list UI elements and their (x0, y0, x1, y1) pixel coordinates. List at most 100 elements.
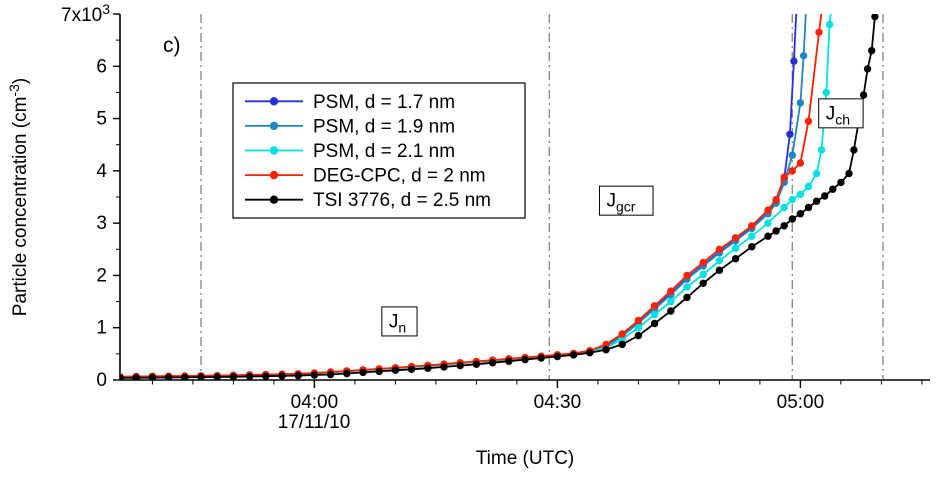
data-point-marker (586, 349, 594, 357)
data-point-marker (845, 169, 853, 178)
data-point-marker (731, 234, 740, 242)
data-point-marker (650, 310, 659, 319)
data-point-marker (804, 182, 813, 191)
data-point-marker (488, 359, 497, 367)
data-point-marker (343, 369, 351, 378)
data-point-marker (440, 363, 448, 371)
data-point-marker (788, 215, 796, 223)
data-point-marker (796, 190, 805, 199)
data-point-marker (456, 361, 464, 370)
data-point-marker (859, 91, 868, 99)
data-point-marker (667, 307, 675, 315)
legend-marker-sample (269, 146, 279, 155)
data-point-marker (602, 346, 610, 354)
legend-marker-sample (269, 170, 279, 180)
y-axis-title: Particle concentration (cm-3) (6, 78, 31, 316)
legend-label: DEG-CPC, d = 2 nm (313, 166, 486, 187)
data-point-marker (537, 354, 545, 362)
data-point-marker (683, 293, 691, 302)
y-tick-label: 1 (96, 318, 107, 339)
data-point-marker (780, 173, 788, 181)
data-point-marker (715, 266, 724, 274)
data-point-marker (772, 195, 780, 204)
legend: PSM, d = 1.7 nm PSM, d = 1.9 nm PSM, d = 2… (232, 82, 526, 219)
data-point-marker (822, 88, 830, 97)
data-point-marker (618, 335, 626, 343)
data-point-marker (618, 340, 626, 349)
data-point-marker (715, 245, 724, 253)
series-tsi-3776-d-2.5-nm (120, 14, 879, 380)
y-axis-exponent-label: 7x103 (61, 1, 110, 26)
data-point-marker (780, 203, 788, 212)
legend-entry-3: PSM, d = 2.1 nm (245, 141, 455, 162)
legend-marker-sample (269, 97, 279, 106)
annotation-box (818, 98, 864, 129)
data-point-marker (837, 178, 845, 187)
data-point-marker (796, 99, 805, 107)
data-point-marker (120, 374, 124, 380)
data-point-marker (764, 219, 772, 227)
data-point-marker (825, 20, 834, 29)
data-point-marker (812, 197, 821, 205)
data-point-marker (731, 255, 740, 263)
data-point-marker (829, 185, 837, 193)
annotation-box (598, 185, 654, 216)
data-point-marker (245, 372, 254, 380)
annotations-layer: Jn Jgcr Jch (381, 98, 864, 337)
legend-entry-1: PSM, d = 1.7 nm (245, 92, 455, 113)
data-point-marker (715, 257, 724, 265)
data-point-marker (472, 360, 481, 368)
legend-entry-2: PSM, d = 1.9 nm (245, 116, 455, 137)
data-point-marker (786, 130, 794, 138)
data-point-marker (790, 57, 798, 65)
data-point-marker (804, 117, 813, 125)
data-point-marker (850, 146, 858, 154)
y-tick-label: 2 (96, 265, 107, 286)
data-point-marker (407, 365, 416, 373)
data-point-marker (213, 373, 221, 380)
data-point-marker (650, 319, 659, 328)
data-point-marker (748, 232, 756, 240)
data-point-marker (699, 258, 707, 267)
data-point-marker (799, 52, 808, 60)
y-tick-label: 0 (96, 370, 107, 391)
x-axis-date-label: 17/11/10 (278, 412, 351, 433)
data-point-marker (804, 203, 813, 212)
data-point-marker (634, 316, 643, 325)
data-point-marker (618, 330, 626, 338)
data-point-marker (748, 222, 756, 230)
data-point-marker (553, 352, 562, 361)
data-point-marker (602, 340, 610, 349)
data-point-marker (796, 210, 805, 218)
data-point-marker (650, 302, 659, 310)
annotation-text: Jch (826, 103, 850, 127)
data-point-marker (634, 331, 643, 340)
data-point-marker (229, 373, 238, 380)
data-point-marker (796, 159, 805, 167)
data-point-marker (748, 243, 756, 251)
annotation-Jch: Jch (818, 98, 864, 129)
data-point-marker (132, 374, 140, 380)
x-tick-label: 04:30 (534, 392, 582, 413)
axes: 04:00 04:30 05:00 0 1 2 3 4 5 6 (96, 13, 930, 413)
data-point-marker (788, 151, 796, 159)
data-point-marker (359, 368, 367, 377)
data-point-marker (278, 372, 286, 380)
legend-label: PSM, d = 1.9 nm (313, 116, 455, 137)
x-tick-label: 04:00 (291, 392, 339, 413)
data-point-marker (375, 367, 383, 376)
legend-label: PSM, d = 1.7 nm (313, 92, 455, 113)
data-point-marker (683, 283, 691, 291)
annotation-Jn: Jn (381, 306, 418, 337)
data-point-marker (569, 351, 578, 359)
data-point-marker (521, 355, 529, 364)
legend-entry-5: TSI 3776, d = 2.5 nm (245, 190, 491, 211)
data-point-marker (821, 192, 829, 200)
data-point-marker (863, 65, 872, 73)
data-point-marker (197, 373, 205, 380)
series-layer (120, 14, 879, 380)
series-line (120, 14, 877, 379)
data-point-marker (391, 366, 400, 374)
